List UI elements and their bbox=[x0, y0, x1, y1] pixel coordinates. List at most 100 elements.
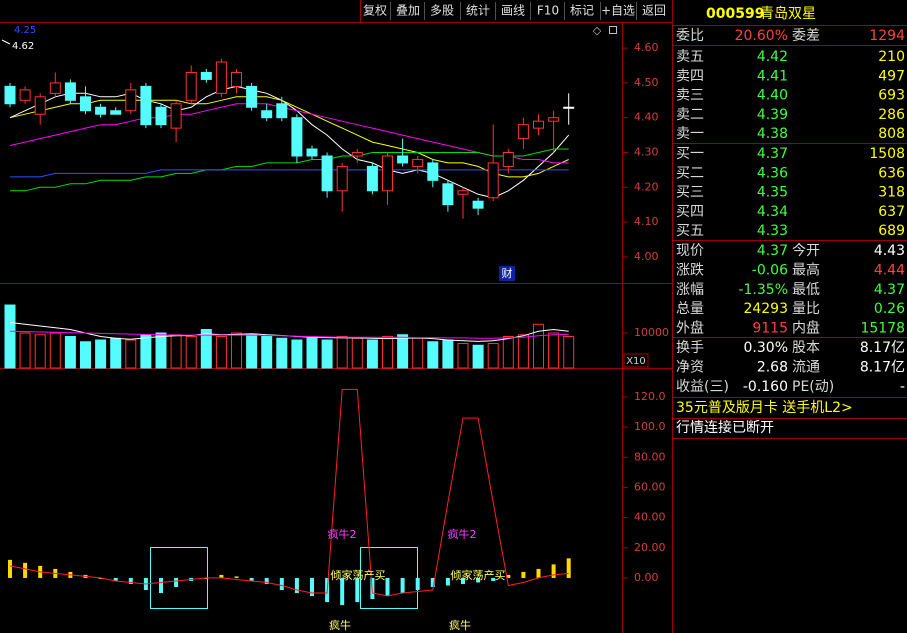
window-icon[interactable] bbox=[609, 26, 617, 34]
book-label: 买二 bbox=[676, 165, 704, 181]
indicator-bar bbox=[476, 577, 481, 583]
indicator-bar bbox=[98, 577, 103, 579]
candle-body bbox=[34, 96, 46, 115]
indicator-bar bbox=[536, 568, 541, 578]
book-price: 4.39 bbox=[757, 107, 788, 123]
candle-body bbox=[80, 96, 91, 112]
field-value: 8.17亿 bbox=[860, 359, 905, 375]
book-label: 买一 bbox=[676, 146, 704, 162]
candle-body bbox=[427, 162, 439, 181]
field-value: 4.44 bbox=[874, 262, 905, 278]
y-tick-label: 4.10 bbox=[634, 215, 659, 228]
candle-body bbox=[19, 89, 31, 101]
volume-bar bbox=[412, 337, 424, 369]
field-value: 9115 bbox=[752, 321, 788, 337]
book-volume: 318 bbox=[878, 185, 905, 201]
signal-label: 疯牛 bbox=[329, 618, 351, 632]
y-tick-label: 4.60 bbox=[634, 41, 659, 54]
volume-bar bbox=[533, 323, 544, 369]
volume-bar bbox=[19, 332, 31, 369]
volume-bar bbox=[80, 341, 91, 369]
volume-bar bbox=[351, 337, 363, 369]
indicator-bar bbox=[430, 577, 435, 587]
candle-body bbox=[200, 71, 212, 80]
book-price: 4.37 bbox=[757, 146, 788, 162]
indicator-bar bbox=[264, 577, 269, 584]
indicator-bar bbox=[385, 577, 390, 597]
field-value: 15178 bbox=[860, 321, 905, 337]
y-tick-label: 4.20 bbox=[634, 180, 659, 193]
book-label: 买五 bbox=[676, 223, 704, 239]
y-tick-label: 20.00 bbox=[634, 541, 666, 554]
field-label: 总量 bbox=[676, 301, 704, 317]
toolbar-button[interactable]: +自选 bbox=[601, 4, 635, 18]
volume-bar bbox=[442, 339, 454, 369]
moving-average bbox=[10, 148, 569, 192]
toolbar-button[interactable]: 返回 bbox=[642, 4, 666, 18]
candle-body bbox=[49, 82, 61, 94]
book-price: 4.33 bbox=[757, 223, 788, 239]
candle-body bbox=[185, 71, 197, 101]
indicator-bar bbox=[8, 559, 12, 578]
toolbar-button[interactable]: 叠加 bbox=[396, 4, 420, 18]
toolbar-button[interactable]: F10 bbox=[537, 4, 559, 18]
volume-bar bbox=[336, 336, 348, 369]
field-value: - bbox=[900, 379, 905, 395]
volume-bar bbox=[64, 336, 76, 369]
book-volume: 1508 bbox=[869, 146, 905, 162]
field-label: 委差 bbox=[792, 28, 820, 44]
candle-body bbox=[442, 183, 454, 206]
volume-bar bbox=[185, 336, 197, 369]
indicator-bar bbox=[279, 577, 284, 591]
book-price: 4.36 bbox=[757, 165, 788, 181]
volume-bar bbox=[200, 329, 212, 369]
candle-body bbox=[397, 155, 409, 164]
volume-bar bbox=[397, 334, 409, 369]
event-badge[interactable]: 财 bbox=[502, 266, 513, 280]
y-tick-label: 10000 bbox=[634, 326, 669, 339]
book-volume: 210 bbox=[878, 49, 905, 65]
toolbar-button[interactable]: 画线 bbox=[501, 4, 525, 18]
toolbar-button[interactable]: 统计 bbox=[466, 4, 490, 18]
volume-bar bbox=[215, 336, 227, 369]
y-tick-label: 80.00 bbox=[634, 450, 666, 463]
book-volume: 636 bbox=[878, 165, 905, 181]
indicator-bar bbox=[159, 577, 163, 594]
indicator-bar bbox=[204, 577, 209, 579]
indicator-bar bbox=[174, 577, 179, 587]
field-label: 量比 bbox=[792, 301, 820, 317]
event-badge-bg bbox=[499, 266, 515, 281]
y-tick-label: 4.40 bbox=[634, 111, 659, 124]
candle-body bbox=[382, 155, 393, 192]
indicator-bar bbox=[415, 577, 420, 591]
candle-body bbox=[246, 85, 258, 108]
field-label: 委比 bbox=[676, 28, 704, 44]
volume-bar bbox=[110, 337, 122, 369]
book-label: 卖一 bbox=[676, 126, 704, 142]
book-volume: 497 bbox=[878, 68, 905, 84]
field-value: 4.37 bbox=[757, 243, 788, 259]
toolbar-button[interactable]: 复权 bbox=[363, 4, 387, 18]
promo-link[interactable]: 35元普及版月卡 送手机L2> bbox=[676, 400, 853, 416]
indicator-bar bbox=[461, 577, 465, 584]
stock-code: 000599 bbox=[706, 6, 764, 22]
toolbar-button[interactable]: 多股 bbox=[430, 4, 454, 18]
ma-label: 4.25 bbox=[14, 25, 36, 36]
volume-bar bbox=[548, 332, 560, 369]
unit-box bbox=[623, 353, 649, 368]
field-value: 2.68 bbox=[757, 359, 788, 375]
diamond-icon[interactable]: ◇ bbox=[593, 24, 602, 37]
field-label: 净资 bbox=[676, 359, 704, 375]
candle-body bbox=[306, 148, 318, 157]
volume-bar bbox=[291, 339, 303, 369]
field-value: -0.160 bbox=[743, 379, 788, 395]
field-value: 24293 bbox=[743, 301, 788, 317]
toolbar-button[interactable]: 标记 bbox=[570, 4, 594, 18]
book-price: 4.38 bbox=[757, 126, 788, 142]
field-value: 1294 bbox=[869, 28, 905, 44]
moving-average bbox=[9, 85, 570, 199]
field-value: -1.35% bbox=[738, 282, 788, 298]
book-label: 买三 bbox=[676, 185, 704, 201]
volume-bar bbox=[517, 334, 529, 369]
book-label: 卖四 bbox=[676, 68, 704, 84]
